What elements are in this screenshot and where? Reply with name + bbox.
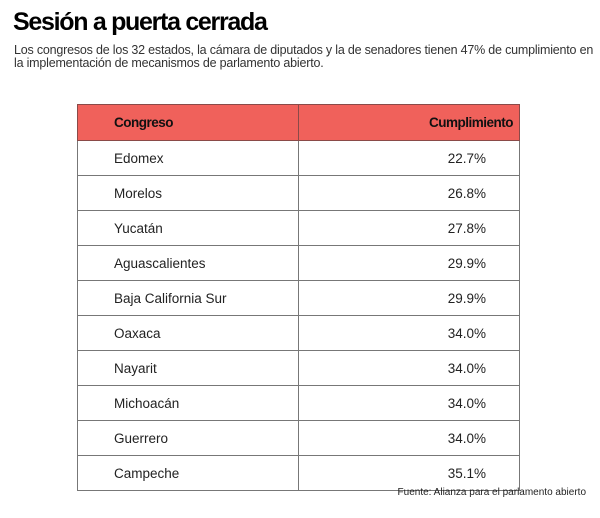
congreso-cell: Oaxaca — [77, 315, 299, 351]
congreso-cell: Aguascalientes — [77, 245, 299, 281]
congreso-cell: Edomex — [77, 140, 299, 176]
cumplimiento-cell: 27.8% — [298, 210, 520, 246]
table-row: Guerrero 34.0% — [77, 420, 520, 456]
table-row: Oaxaca 34.0% — [77, 315, 520, 351]
table-row: Michoacán 34.0% — [77, 385, 520, 421]
cumplimiento-cell: 26.8% — [298, 175, 520, 211]
cumplimiento-cell: 29.9% — [298, 280, 520, 316]
table-row: Aguascalientes 29.9% — [77, 245, 520, 281]
column-header-congreso: Congreso — [77, 104, 299, 141]
table-row: Yucatán 27.8% — [77, 210, 520, 246]
source-note: Fuente: Alianza para el parlamento abier… — [397, 487, 586, 498]
congreso-cell: Yucatán — [77, 210, 299, 246]
cumplimiento-cell: 34.0% — [298, 420, 520, 456]
cumplimiento-cell: 29.9% — [298, 245, 520, 281]
congreso-cell: Michoacán — [77, 385, 299, 421]
table-row: Morelos 26.8% — [77, 175, 520, 211]
congreso-cell: Morelos — [77, 175, 299, 211]
column-header-cumplimiento: Cumplimiento — [298, 104, 520, 141]
congreso-cell: Guerrero — [77, 420, 299, 456]
table-row: Nayarit 34.0% — [77, 350, 520, 386]
subtitle: Los congresos de los 32 estados, la cáma… — [14, 43, 594, 70]
page-title: Sesión a puerta cerrada — [13, 8, 268, 36]
table-row: Baja California Sur 29.9% — [77, 280, 520, 316]
congreso-cell: Baja California Sur — [77, 280, 299, 316]
cumplimiento-cell: 34.0% — [298, 385, 520, 421]
cumplimiento-cell: 34.0% — [298, 315, 520, 351]
data-table: Congreso Cumplimiento Edomex 22.7% Morelos… — [77, 104, 520, 491]
header-row: Congreso Cumplimiento — [77, 104, 520, 141]
table-row: Edomex 22.7% — [77, 140, 520, 176]
cumplimiento-cell: 34.0% — [298, 350, 520, 386]
cumplimiento-cell: 22.7% — [298, 140, 520, 176]
congreso-cell: Campeche — [77, 455, 299, 491]
congreso-cell: Nayarit — [77, 350, 299, 386]
cumplimiento-cell: 35.1% — [298, 455, 520, 491]
table-row: Campeche 35.1% — [77, 455, 520, 491]
